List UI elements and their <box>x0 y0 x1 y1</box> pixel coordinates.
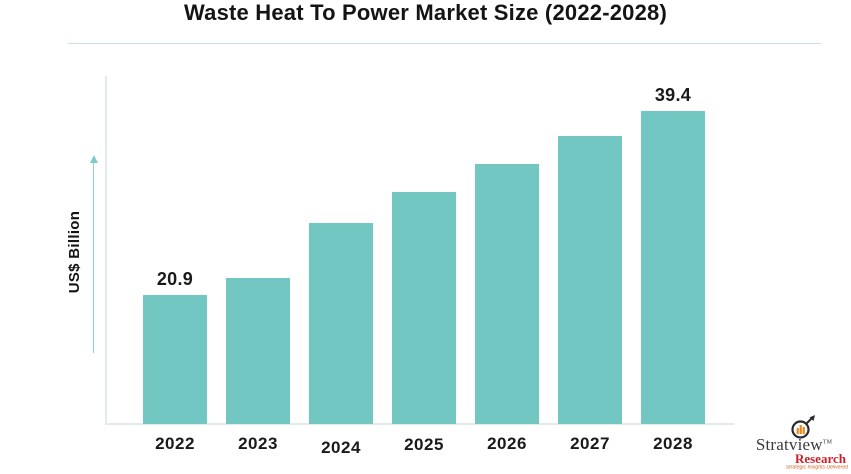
brand-tagline: Strategic Insights Delivered <box>785 465 848 471</box>
title-underline <box>68 43 821 44</box>
brand-name: StratviewTM <box>755 435 833 454</box>
arrow-head <box>89 155 98 163</box>
bar-column-2024: 2024 <box>309 77 373 457</box>
bar-2023 <box>226 278 290 424</box>
brand-sub-name: Research <box>794 451 846 466</box>
y-axis-label: US$ Billion <box>66 210 83 294</box>
x-tick-2022: 2022 <box>155 434 195 453</box>
x-axis-line <box>105 423 734 425</box>
value-label-2028: 39.4 <box>654 85 692 105</box>
x-tick-2028: 2028 <box>653 434 693 453</box>
value-label-2022: 20.9 <box>156 269 194 289</box>
trademark-symbol: TM <box>822 439 833 446</box>
bar-column-2027: 2027 <box>558 77 622 453</box>
bar-2024 <box>309 223 373 424</box>
x-tick-2026: 2026 <box>487 434 527 453</box>
arrow-shaft <box>92 163 95 353</box>
bar-2022 <box>143 295 207 424</box>
bar-column-2026: 2026 <box>475 77 539 453</box>
x-tick-2023: 2023 <box>238 434 278 453</box>
x-tick-2027: 2027 <box>570 434 610 453</box>
bar-2028 <box>641 111 705 424</box>
x-tick-2024: 2024 <box>321 438 361 457</box>
bar-column-2028: 39.4 2028 <box>641 77 705 453</box>
bar-column-2023: 2023 <box>226 77 290 453</box>
stratview-research-logo: StratviewTM Research Strategic Insights … <box>740 415 848 472</box>
bar-series: 20.9 2022 2023 2024 2025 2026 2027 39.4 2028 <box>143 77 705 457</box>
magnifier-chart-icon <box>791 415 815 439</box>
bar-2026 <box>475 164 539 424</box>
chart-title: Waste Heat To Power Market Size (2022-20… <box>183 0 667 25</box>
x-tick-2025: 2025 <box>404 435 444 454</box>
y-axis-arrow-icon <box>89 155 98 353</box>
bar-column-2025: 2025 <box>392 77 456 454</box>
bar-2027 <box>558 136 622 424</box>
bar-column-2022: 20.9 2022 <box>143 77 207 453</box>
bar-2025 <box>392 192 456 424</box>
y-axis-line <box>105 76 107 424</box>
